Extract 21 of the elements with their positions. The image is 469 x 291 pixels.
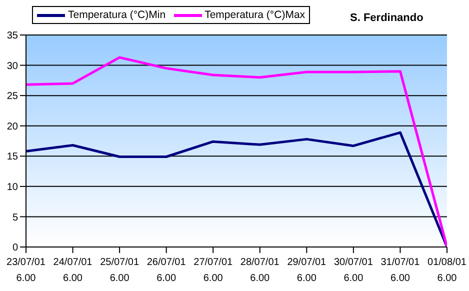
legend-label: Temperatura (°C)Min bbox=[68, 9, 166, 21]
x-tick-label: 24/07/01 6.00 bbox=[53, 257, 93, 284]
y-tick-label: 0 bbox=[12, 242, 18, 254]
x-tick-label: 30/07/01 6.00 bbox=[334, 257, 374, 284]
legend-label: Temperatura (°C)Max bbox=[204, 9, 306, 21]
x-tick-label: 23/07/01 6.00 bbox=[6, 257, 46, 284]
x-tick-label: 27/07/01 6.00 bbox=[194, 257, 234, 284]
x-tick-label: 26/07/01 6.00 bbox=[146, 257, 186, 284]
x-tick-label: 29/07/01 6.00 bbox=[287, 257, 327, 284]
x-tick-label: 01/08/01 6.00 bbox=[428, 257, 467, 284]
y-tick-label: 10 bbox=[6, 182, 18, 193]
y-tick-label: 35 bbox=[6, 30, 18, 42]
x-tick-label: 28/07/01 6.00 bbox=[240, 257, 280, 284]
y-tick-label: 5 bbox=[12, 212, 18, 224]
y-tick-label: 20 bbox=[6, 121, 18, 132]
chart-title: S. Ferdinando bbox=[350, 12, 424, 24]
x-tick-label: 31/07/01 6.00 bbox=[380, 257, 420, 284]
y-tick-label: 15 bbox=[6, 152, 18, 163]
y-tick-label: 25 bbox=[6, 91, 18, 102]
x-tick-label: 25/07/01 6.00 bbox=[100, 257, 140, 284]
y-tick-label: 30 bbox=[6, 60, 18, 72]
